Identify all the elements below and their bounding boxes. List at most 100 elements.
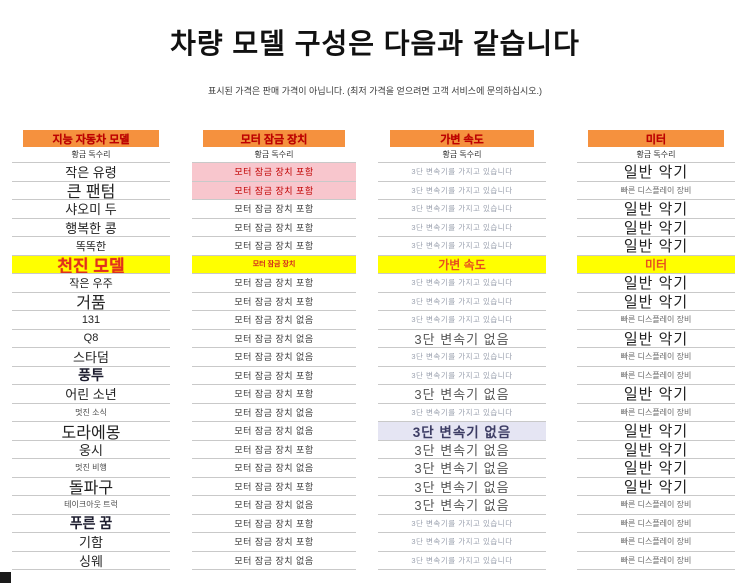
table-cell: 모터 잠금 장치 없음 bbox=[192, 330, 356, 348]
table-cell: 131 bbox=[12, 311, 170, 330]
table-cell: 3단 변속기 없음 bbox=[378, 441, 546, 459]
table-cell: 일반 악기 bbox=[577, 441, 735, 459]
table-cell: 미터 bbox=[577, 255, 735, 274]
column-subheader: 황금 독수리 bbox=[192, 147, 356, 163]
table-cell: 모터 잠금 장치 포함 bbox=[192, 237, 356, 256]
table-cell: 일반 악기 bbox=[577, 200, 735, 219]
table-cell: 천진 모델 bbox=[12, 255, 170, 274]
table-cell: 3단 변속기 없음 bbox=[378, 496, 546, 515]
table-cell: 똑똑한 bbox=[12, 237, 170, 256]
table-cell: 3단 변속기를 가지고 있습니다 bbox=[378, 293, 546, 311]
table-cell: 3단 변속기를 가지고 있습니다 bbox=[378, 200, 546, 219]
table-cell: 3단 변속기를 가지고 있습니다 bbox=[378, 219, 546, 237]
table-cell: 빠른 디스플레이 장비 bbox=[577, 311, 735, 330]
table-cell: 모터 잠금 장치 포함 bbox=[192, 200, 356, 219]
column-subheader: 황금 독수리 bbox=[577, 147, 735, 163]
column-header: 미터 bbox=[588, 130, 724, 147]
table-cell: 일반 악기 bbox=[577, 330, 735, 348]
table-cell: 빠른 디스플레이 장비 bbox=[577, 404, 735, 422]
table-cell: 일반 악기 bbox=[577, 219, 735, 237]
table-cell: 빠른 디스플레이 장비 bbox=[577, 367, 735, 385]
table-cell: 일반 악기 bbox=[577, 163, 735, 182]
table-cell: 3단 변속기를 가지고 있습니다 bbox=[378, 404, 546, 422]
table-cell: 모터 잠금 장치 bbox=[192, 255, 356, 274]
table-cell: 모터 잠금 장치 포함 bbox=[192, 385, 356, 404]
table-cell: Q8 bbox=[12, 330, 170, 348]
table-cell: 돌파구 bbox=[12, 478, 170, 496]
table-cell: 모터 잠금 장치 없음 bbox=[192, 552, 356, 570]
table-cell: 어린 소년 bbox=[12, 385, 170, 404]
table-cell: 스타덤 bbox=[12, 348, 170, 367]
table-cell: 빠른 디스플레이 장비 bbox=[577, 182, 735, 200]
table-cell: 모터 잠금 장치 없음 bbox=[192, 459, 356, 478]
page-subtitle: 표시된 가격은 판매 가격이 아닙니다. (최저 가격을 얻으려면 고객 서비스… bbox=[207, 86, 543, 96]
table-cell: 일반 악기 bbox=[577, 293, 735, 311]
table-cell: 멋진 소식 bbox=[12, 404, 170, 422]
table-cell: 멋진 비행 bbox=[12, 459, 170, 478]
column-header: 모터 잠금 장치 bbox=[203, 130, 345, 147]
column-meter: 미터 황금 독수리 일반 악기 빠른 디스플레이 장비 일반 악기 일반 악기 일반 악… bbox=[577, 130, 735, 570]
table-cell: 3단 변속기를 가지고 있습니다 bbox=[378, 367, 546, 385]
column-rows: 일반 악기 빠른 디스플레이 장비 일반 악기 일반 악기 일반 악기 미터 일반 악기 일반… bbox=[577, 163, 735, 570]
table-cell: 일반 악기 bbox=[577, 478, 735, 496]
table-cell: 3단 변속기를 가지고 있습니다 bbox=[378, 311, 546, 330]
column-subheader: 황금 독수리 bbox=[12, 147, 170, 163]
table-cell: 모터 잠금 장치 포함 bbox=[192, 219, 356, 237]
table-cell: 3단 변속기를 가지고 있습니다 bbox=[378, 163, 546, 182]
table-cell: 테이크아웃 트럭 bbox=[12, 496, 170, 515]
table-cell: 모터 잠금 장치 없음 bbox=[192, 348, 356, 367]
table-cell: 3단 변속기 없음 bbox=[378, 330, 546, 348]
table-cell: 모터 잠금 장치 포함 bbox=[192, 515, 356, 533]
table-cell: 빠른 디스플레이 장비 bbox=[577, 348, 735, 367]
table-cell: 모터 잠금 장치 없음 bbox=[192, 422, 356, 441]
table-cell: 빠른 디스플레이 장비 bbox=[577, 533, 735, 552]
table-cell: 모터 잠금 장치 포함 bbox=[192, 367, 356, 385]
page-title: 차량 모델 구성은 다음과 같습니다 bbox=[170, 28, 580, 59]
table-cell: 샤오미 두 bbox=[12, 200, 170, 219]
table-cell: 모터 잠금 장치 없음 bbox=[192, 311, 356, 330]
column-rows: 작은 유령 큰 팬텀 샤오미 두 행복한 콩 똑똑한 천진 모델 작은 우주 거품 131 Q8 스… bbox=[12, 163, 170, 570]
table-cell: 거품 bbox=[12, 293, 170, 311]
table-cell: 빠른 디스플레이 장비 bbox=[577, 515, 735, 533]
column-model: 지능 자동차 모델 황금 독수리 작은 유령 큰 팬텀 샤오미 두 행복한 콩 똑똑한 천… bbox=[12, 130, 170, 570]
table-cell: 일반 악기 bbox=[577, 385, 735, 404]
table-cell: 3단 변속기를 가지고 있습니다 bbox=[378, 237, 546, 256]
table-cell: 일반 악기 bbox=[577, 422, 735, 441]
table-cell: 웅시 bbox=[12, 441, 170, 459]
column-header: 가변 속도 bbox=[389, 130, 535, 147]
table-cell: 행복한 콩 bbox=[12, 219, 170, 237]
table-cell: 기함 bbox=[12, 533, 170, 552]
table-cell: 싱웨 bbox=[12, 552, 170, 570]
table-cell: 3단 변속기를 가지고 있습니다 bbox=[378, 348, 546, 367]
table-cell: 작은 유령 bbox=[12, 163, 170, 182]
table-cell: 모터 잠금 장치 없음 bbox=[192, 496, 356, 515]
column-rows: 3단 변속기를 가지고 있습니다 3단 변속기를 가지고 있습니다 3단 변속기를 … bbox=[378, 163, 546, 570]
table-cell: 도라에몽 bbox=[12, 422, 170, 441]
table-cell: 일반 악기 bbox=[577, 459, 735, 478]
table-cell: 빠른 디스플레이 장비 bbox=[577, 552, 735, 570]
columns: 지능 자동차 모델 황금 독수리 작은 유령 큰 팬텀 샤오미 두 행복한 콩 똑똑한 천… bbox=[0, 130, 750, 580]
table-cell: 푸른 꿈 bbox=[12, 515, 170, 533]
table-cell: 3단 변속기 없음 bbox=[378, 385, 546, 404]
table-cell: 큰 팬텀 bbox=[12, 182, 170, 200]
column-header: 지능 자동차 모델 bbox=[23, 130, 159, 147]
table-cell: 3단 변속기를 가지고 있습니다 bbox=[378, 552, 546, 570]
corner-artifact bbox=[0, 572, 11, 583]
table-cell: 3단 변속기 없음 bbox=[378, 459, 546, 478]
table-cell: 가변 속도 bbox=[378, 255, 546, 274]
table-cell: 3단 변속기 없음 bbox=[378, 478, 546, 496]
table-cell: 작은 우주 bbox=[12, 274, 170, 293]
table-cell: 3단 변속기를 가지고 있습니다 bbox=[378, 182, 546, 200]
table-cell: 모터 잠금 장치 포함 bbox=[192, 533, 356, 552]
table-cell: 빠른 디스플레이 장비 bbox=[577, 496, 735, 515]
table-cell: 모터 잠금 장치 포함 bbox=[192, 293, 356, 311]
table-cell: 모터 잠금 장치 포함 bbox=[192, 478, 356, 496]
table-cell: 3단 변속기를 가지고 있습니다 bbox=[378, 515, 546, 533]
table-cell: 모터 잠금 장치 없음 bbox=[192, 404, 356, 422]
column-variable-speed: 가변 속도 황금 독수리 3단 변속기를 가지고 있습니다 3단 변속기를 가지고… bbox=[378, 130, 546, 570]
table-cell: 모터 잠금 장치 포함 bbox=[192, 441, 356, 459]
column-rows: 모터 잠금 장치 포함 모터 잠금 장치 포함 모터 잠금 장치 포함 모터 잠금 장… bbox=[192, 163, 356, 570]
table-cell: 풍투 bbox=[12, 367, 170, 385]
table-cell: 3단 변속기 없음 bbox=[378, 422, 546, 441]
